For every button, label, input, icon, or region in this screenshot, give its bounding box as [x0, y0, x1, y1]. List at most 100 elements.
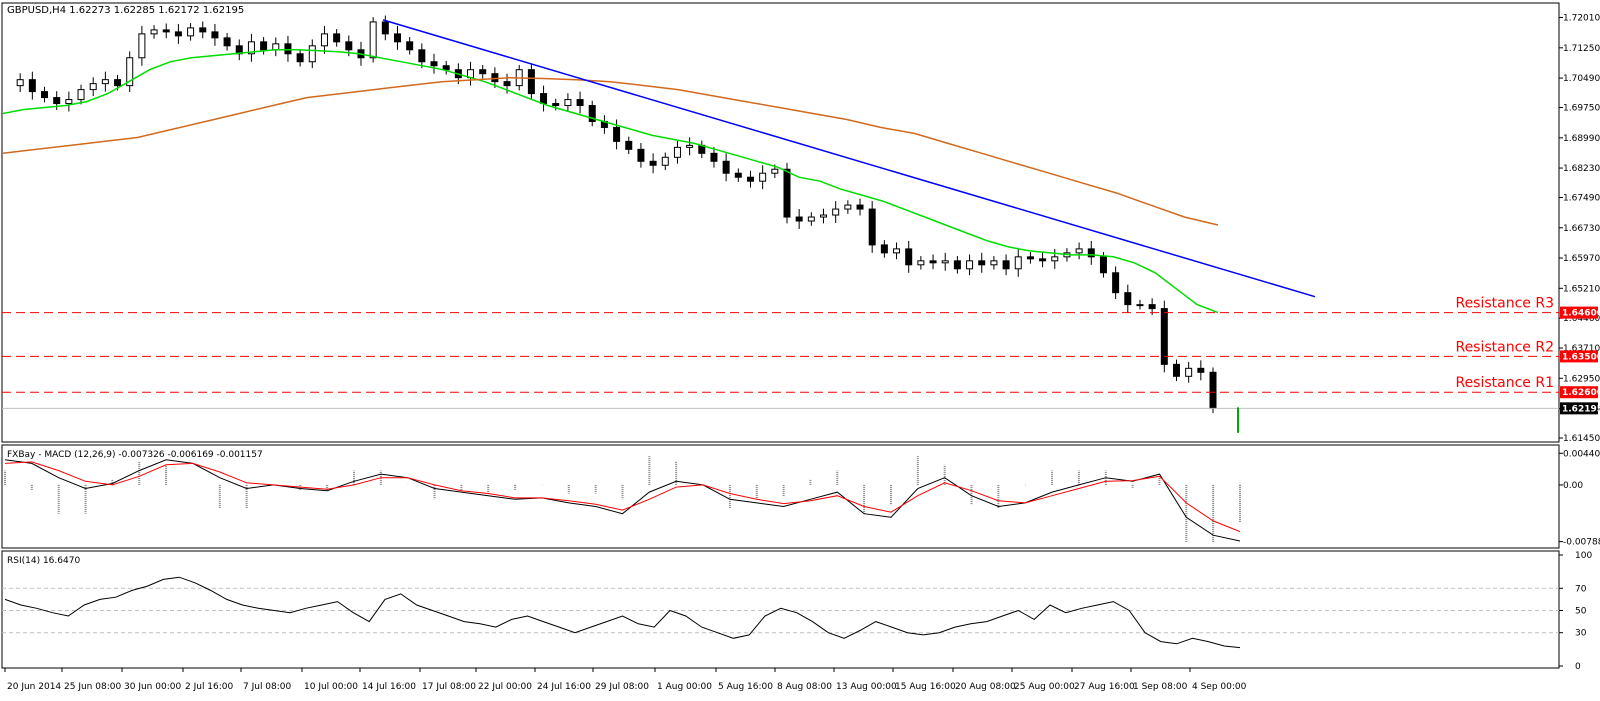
- candle-body: [345, 41, 353, 51]
- candle-body: [1087, 248, 1095, 258]
- candle-body: [710, 152, 718, 162]
- candle-body: [1197, 367, 1205, 373]
- macd-signal-line: [4, 461, 1241, 533]
- rsi-axis-label: 0: [1575, 662, 1581, 672]
- candle-body: [686, 144, 694, 148]
- time-axis-label: 2 Jul 16:00: [185, 682, 234, 692]
- macd-pane-frame: [1, 444, 1560, 549]
- price-axis-label: 1.71250: [1563, 44, 1600, 54]
- time-axis-label: 25 Aug 00:00: [1014, 682, 1075, 692]
- candle-body: [65, 99, 73, 105]
- current-price-tag-text: 1.62195: [1562, 404, 1600, 414]
- rsi-axis-label: 30: [1575, 629, 1587, 639]
- time-axis-label: 13 Aug 00:00: [836, 682, 897, 692]
- candle-body: [430, 61, 438, 67]
- rsi-pane-frame: [1, 550, 1560, 669]
- candle-body: [150, 29, 158, 35]
- candle-body: [1014, 256, 1022, 270]
- candle-body: [162, 29, 170, 33]
- time-axis-label: 15 Aug 16:00: [895, 682, 956, 692]
- price-axis-label: 1.68230: [1563, 164, 1600, 174]
- candle-body: [966, 260, 974, 270]
- time-axis-label: 30 Jun 00:00: [124, 682, 181, 692]
- candle-body: [795, 216, 803, 222]
- resistance-price-tag: [1560, 350, 1598, 363]
- price-axis-label: 1.72010: [1563, 14, 1600, 24]
- candle-body: [783, 168, 791, 218]
- candle-body: [868, 208, 876, 246]
- candle-body: [199, 27, 207, 33]
- candle-body: [53, 97, 61, 105]
- candle-body: [369, 21, 377, 59]
- candle-body: [880, 244, 888, 254]
- macd-axis-label: 0.00: [1563, 481, 1583, 491]
- candle-body: [28, 79, 36, 93]
- resistance-price-tag-text: 1.62600: [1562, 388, 1600, 398]
- macd-main-line: [4, 459, 1241, 542]
- candle-body: [722, 160, 730, 174]
- resistance-price-tag: [1560, 306, 1598, 319]
- sma-slow-line: [2, 76, 1219, 226]
- resistance-price-tag-text: 1.63500: [1562, 352, 1600, 362]
- candle-body: [1026, 256, 1034, 260]
- time-axis: 20 Jun 2014 25 Jun 08:00 30 Jun 00:00 2 Jul…: [4, 668, 1247, 692]
- candle-body: [527, 69, 535, 95]
- candle-body: [673, 146, 681, 158]
- candle-body: [89, 83, 97, 91]
- candle-body: [941, 260, 949, 264]
- time-axis-label: 1 Aug 00:00: [657, 682, 712, 692]
- candle-body: [637, 148, 645, 162]
- price-axis-label: 1.70490: [1563, 74, 1600, 84]
- candle-body: [223, 37, 231, 47]
- price-axis-label: 1.65970: [1563, 254, 1600, 264]
- candle-body: [856, 204, 864, 210]
- macd-header: FXBay - MACD (12,26,9) -0.007326 -0.0061…: [7, 450, 263, 460]
- candle-body: [308, 45, 316, 63]
- rsi-axis-label: 70: [1575, 584, 1587, 594]
- macd-axis-label: 0.004406: [1563, 449, 1600, 459]
- price-axis-label: 1.63710: [1563, 344, 1600, 354]
- candle-body: [296, 53, 304, 63]
- rsi-header: RSI(14) 16.6470: [7, 556, 80, 566]
- candle-body: [260, 41, 268, 51]
- candle-body: [1051, 256, 1059, 262]
- time-axis-label: 25 Jun 08:00: [64, 682, 121, 692]
- price-axis-label: 1.66730: [1563, 224, 1600, 234]
- candle-body: [1136, 304, 1144, 307]
- time-axis-label: 10 Jul 00:00: [304, 682, 358, 692]
- time-axis-label: 20 Jun 2014: [7, 682, 61, 692]
- candle-body: [1209, 371, 1217, 409]
- candle-body: [625, 140, 633, 150]
- resistance-label: Resistance R3: [1455, 296, 1554, 312]
- candle-body: [588, 105, 596, 122]
- candle-body: [1172, 363, 1180, 377]
- candle-body: [929, 260, 937, 264]
- candle-body: [746, 176, 754, 182]
- candle-body: [564, 99, 572, 107]
- time-axis-label: 8 Aug 08:00: [777, 682, 832, 692]
- time-axis-label: 4 Sep 00:00: [1192, 682, 1247, 692]
- time-axis-label: 20 Aug 08:00: [955, 682, 1016, 692]
- downtrend-line: [382, 19, 1316, 298]
- time-axis-label: 29 Jul 08:00: [595, 682, 649, 692]
- time-axis-label: 24 Jul 16:00: [537, 682, 591, 692]
- candle-body: [406, 41, 414, 51]
- candle-body: [1002, 260, 1010, 270]
- candle-body: [978, 260, 986, 266]
- candle-body: [905, 248, 913, 266]
- candle-body: [893, 248, 901, 254]
- candle-body: [320, 33, 328, 47]
- candle-body: [479, 69, 487, 75]
- candle-body: [1124, 292, 1132, 306]
- candle-body: [418, 49, 426, 63]
- candle-body: [917, 260, 925, 266]
- candle-body: [807, 216, 815, 222]
- candle-body: [1160, 308, 1168, 365]
- candle-body: [77, 89, 85, 101]
- candle-body: [1039, 258, 1047, 262]
- time-axis-label: 14 Jul 16:00: [362, 682, 416, 692]
- time-axis-label: 5 Aug 16:00: [718, 682, 773, 692]
- time-axis-label: 27 Aug 16:00: [1074, 682, 1135, 692]
- candle-body: [771, 168, 779, 174]
- candle-body: [832, 208, 840, 216]
